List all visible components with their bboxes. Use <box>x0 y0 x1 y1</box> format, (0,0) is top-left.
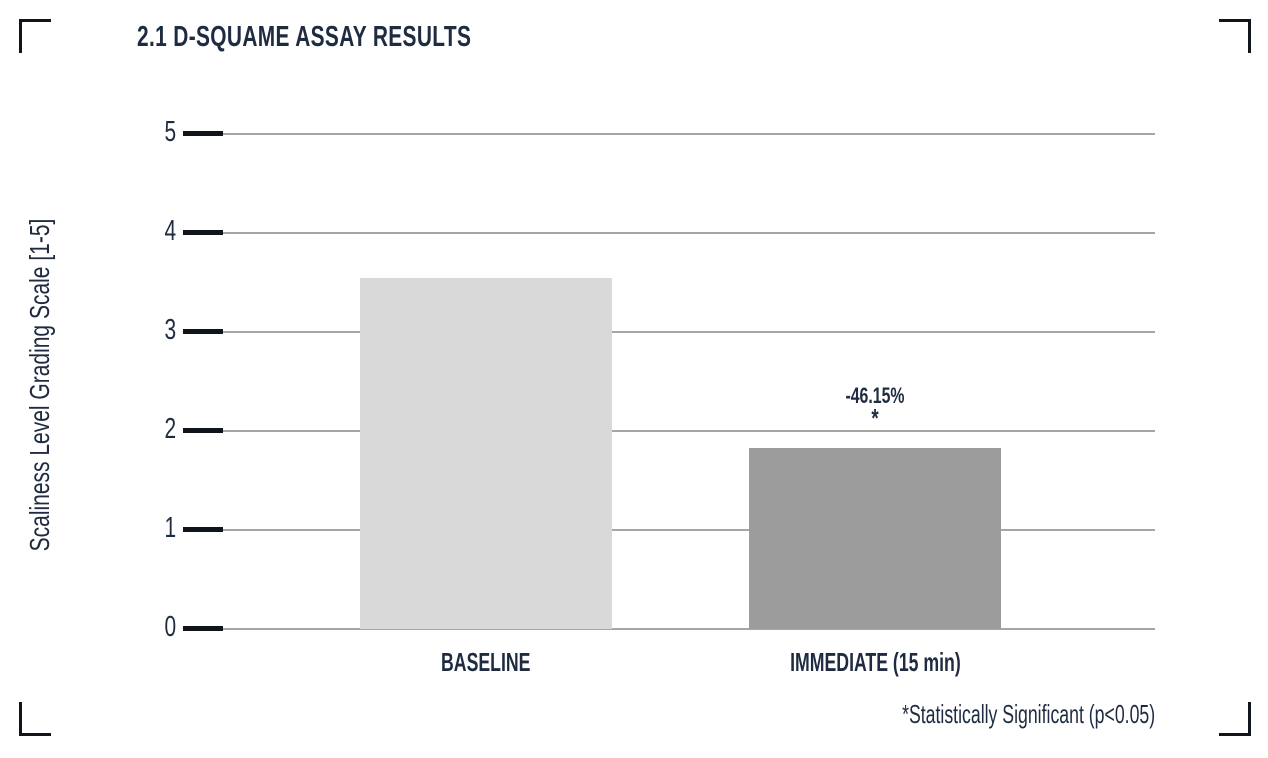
significance-footnote: *Statistically Significant (p<0.05) <box>783 701 1155 727</box>
chart-title-text: 2.1 D-SQUAME ASSAY RESULTS <box>137 21 472 53</box>
bar-immediate-15-min <box>749 447 1001 629</box>
asterisk-glyph: * <box>871 402 879 433</box>
y-tick-label-text: 1 <box>164 512 176 544</box>
y-axis-label: Scaliness Level Grading Scale [1-5] <box>24 163 55 607</box>
y-tick-label-text: 0 <box>164 611 176 643</box>
corner-bracket-top-left <box>19 19 51 53</box>
bar-baseline <box>360 277 612 629</box>
corner-bracket-top-right <box>1219 19 1251 53</box>
y-tick-mark-0 <box>183 626 223 631</box>
corner-bracket-bottom-left <box>19 702 51 736</box>
y-tick-mark-4 <box>183 230 223 235</box>
percent-change-value: -46.15% <box>675 382 1075 408</box>
percent-change-text: -46.15% <box>845 382 905 408</box>
gridline-y-4 <box>218 232 1155 234</box>
y-axis-label-text: Scaliness Level Grading Scale [1-5] <box>24 218 55 552</box>
y-tick-mark-2 <box>183 428 223 433</box>
gridline-y-5 <box>218 133 1155 135</box>
y-tick-label-2: 2 <box>56 415 176 444</box>
corner-bracket-bottom-right <box>1219 702 1251 736</box>
significance-footnote-text: *Statistically Significant (p<0.05) <box>901 699 1155 729</box>
gridline-y-2 <box>218 430 1155 432</box>
percent-change-annotation: -46.15% * <box>675 382 1075 433</box>
chart-title: 2.1 D-SQUAME ASSAY RESULTS <box>137 23 601 52</box>
y-tick-label-text: 2 <box>164 413 176 445</box>
gridline-y-1 <box>218 529 1155 531</box>
y-tick-mark-3 <box>183 329 223 334</box>
y-tick-label-1: 1 <box>56 514 176 543</box>
y-tick-label-3: 3 <box>56 316 176 345</box>
y-tick-mark-5 <box>183 131 223 136</box>
y-tick-label-text: 4 <box>164 215 176 247</box>
y-tick-mark-1 <box>183 527 223 532</box>
gridline-y-3 <box>218 331 1155 333</box>
y-tick-label-4: 4 <box>56 217 176 246</box>
y-tick-label-5: 5 <box>56 118 176 147</box>
category-label-immediate: IMMEDIATE (15 min) <box>675 649 1075 675</box>
category-label-text: IMMEDIATE (15 min) <box>789 647 961 677</box>
category-label-text: BASELINE <box>441 647 531 677</box>
y-tick-label-text: 3 <box>164 314 176 346</box>
category-label-baseline: BASELINE <box>286 649 686 675</box>
y-tick-label-text: 5 <box>164 116 176 148</box>
significance-asterisk: * <box>675 402 1075 433</box>
y-tick-label-0: 0 <box>56 613 176 642</box>
gridline-y-0 <box>218 628 1155 630</box>
